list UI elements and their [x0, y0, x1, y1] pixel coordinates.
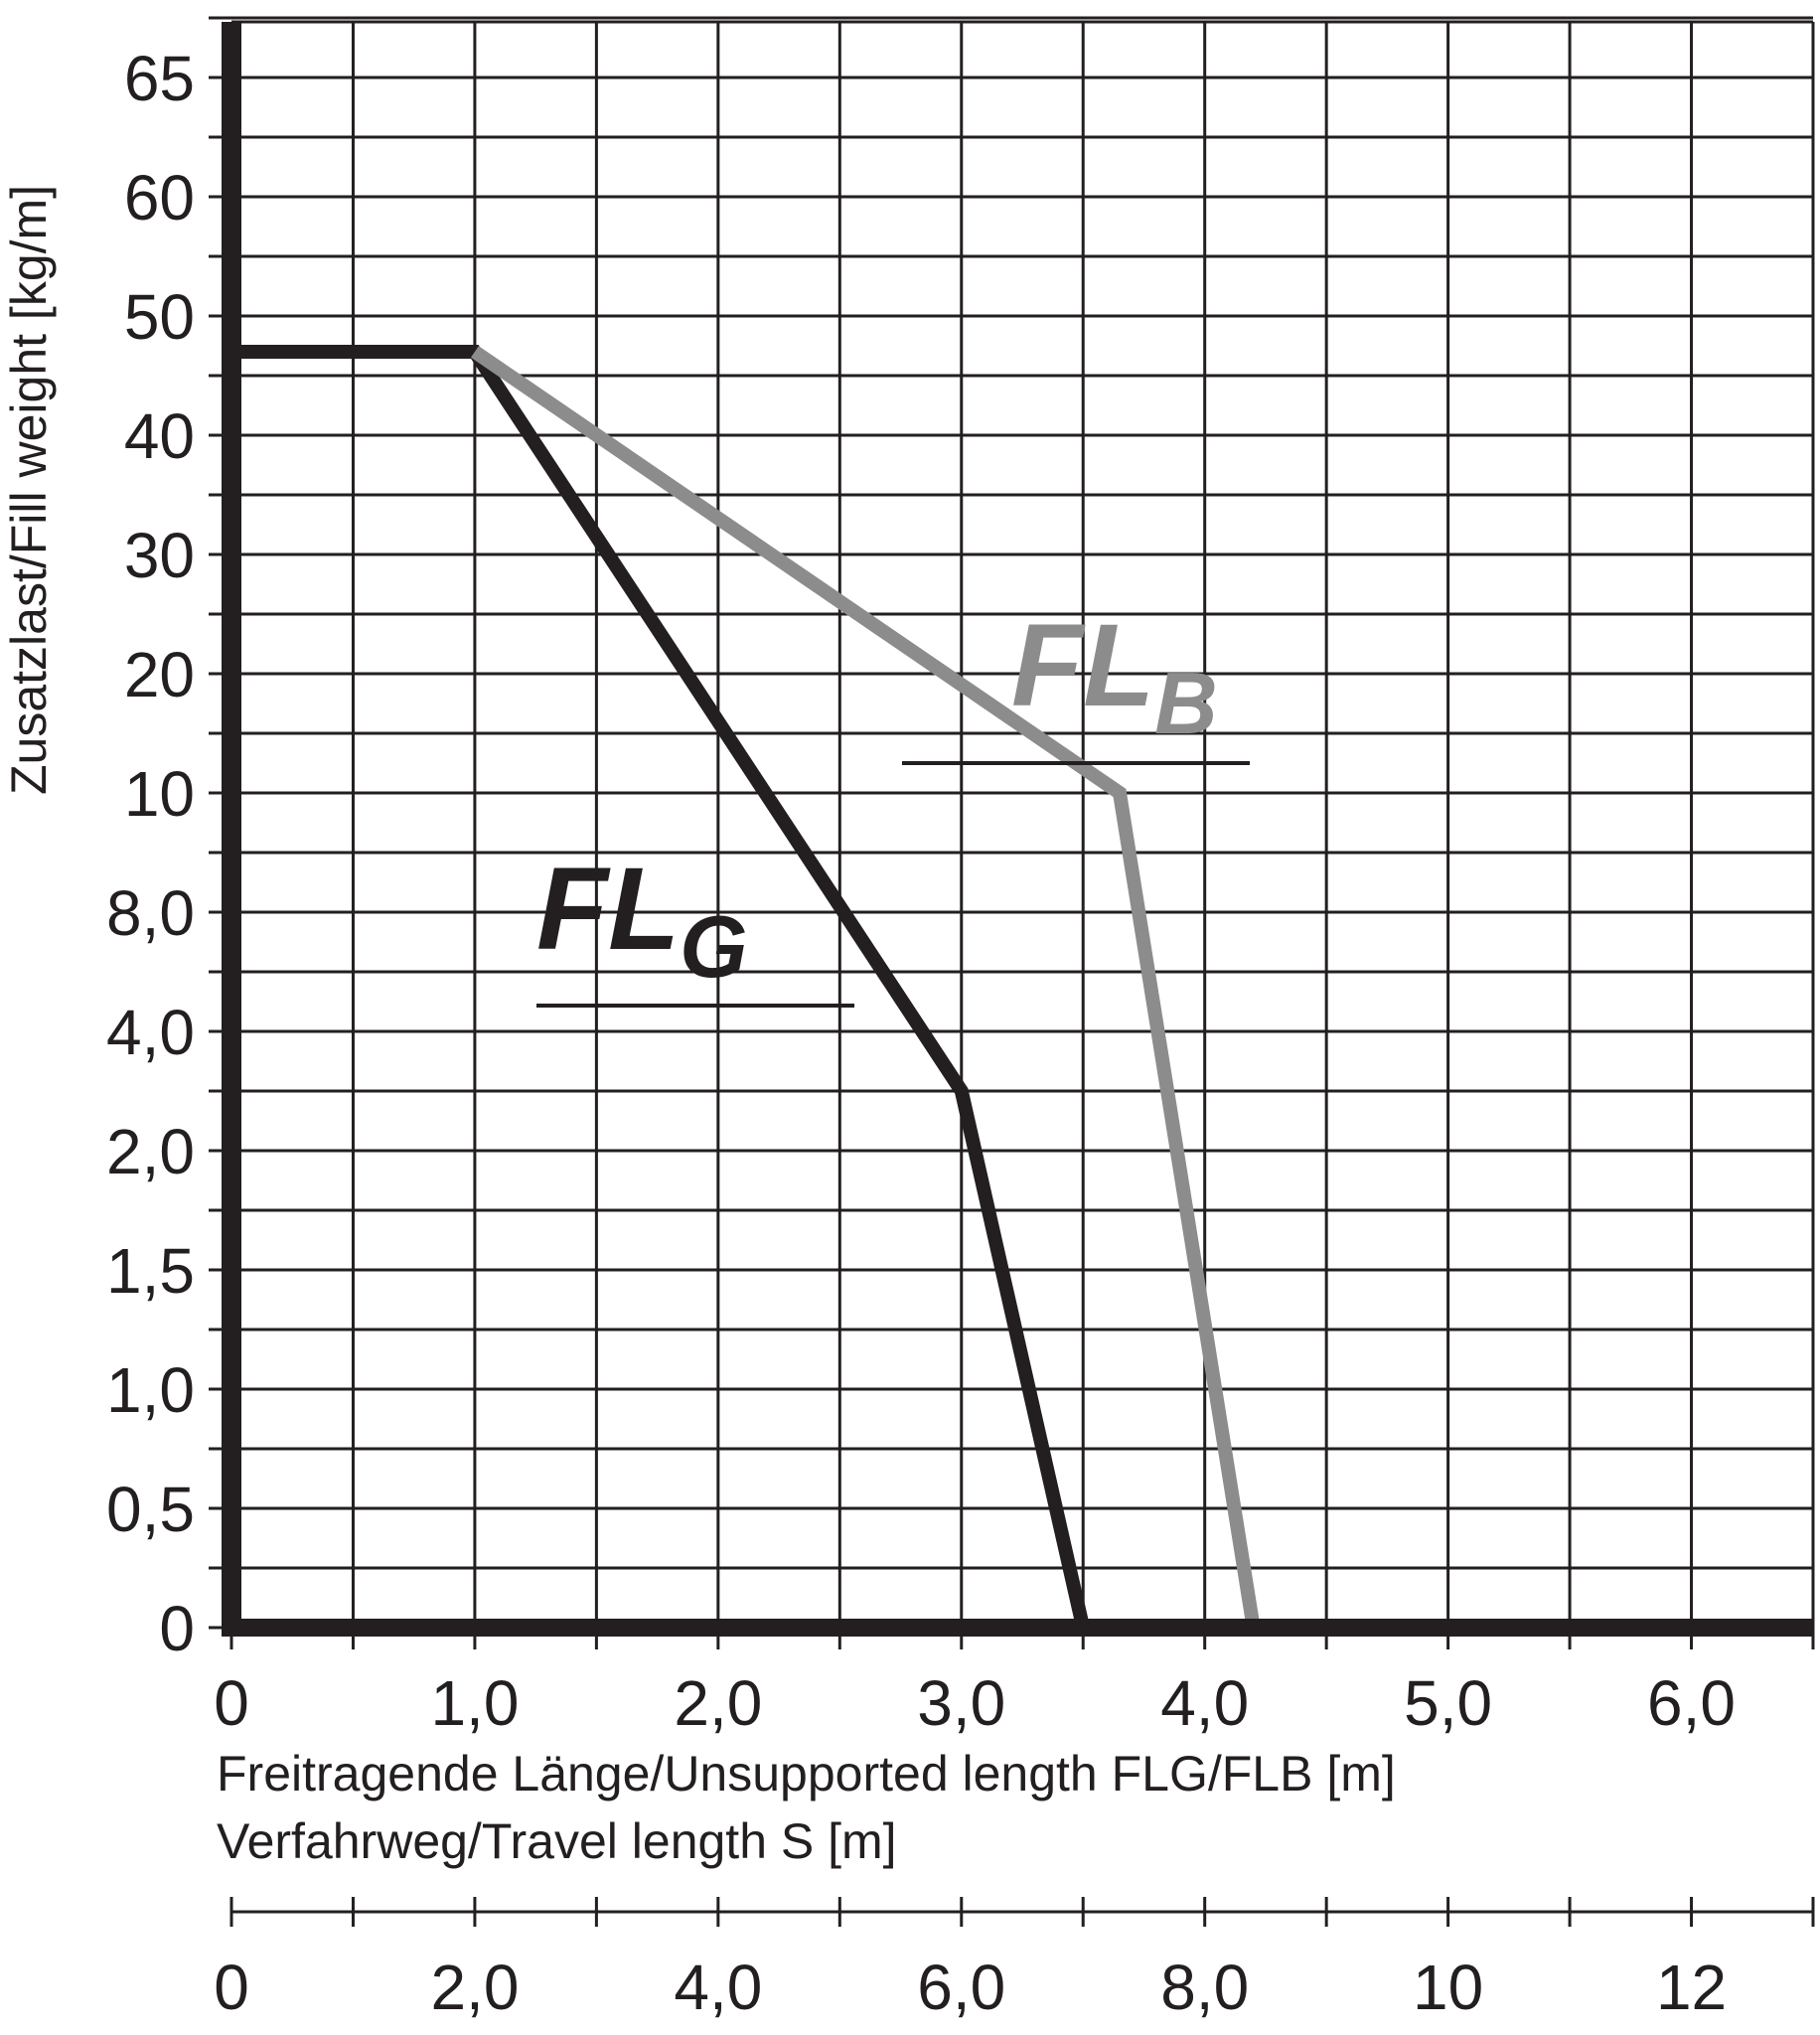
x2-axis-title: Verfahrweg/Travel length S [m] — [217, 1813, 897, 1869]
x-axis-ticks: 0 1,0 2,0 3,0 4,0 5,0 6,0 — [214, 1628, 1815, 1739]
labels: Zusatzlast/Fill weight [kg/m] Freitragen… — [1, 185, 1396, 1869]
series-label-flg: FLG — [536, 844, 748, 996]
x-axis-title: Freitragende Länge/Unsupported length FL… — [217, 1746, 1396, 1801]
y-tick-label: 60 — [124, 162, 195, 234]
axes — [222, 22, 1813, 1637]
y-axis-ticks: 00,51,01,52,04,08,0102030405060657585 — [106, 16, 231, 1664]
y-tick-label: 8,0 — [106, 877, 195, 949]
x2-tick-label: 8,0 — [1160, 1952, 1249, 2023]
y-tick-label: 0,5 — [106, 1474, 195, 1545]
x2-tick-label: 4,0 — [674, 1952, 762, 2023]
series-label-sub: G — [680, 897, 747, 996]
series-label-flb: FLB — [1011, 600, 1218, 752]
series-line-flb — [470, 346, 1261, 1630]
x-tick-label: 4,0 — [1160, 1667, 1249, 1739]
x-tick-label: 0 — [214, 1667, 249, 1739]
x2-tick-label: 0 — [214, 1952, 249, 2023]
y-tick-label: 20 — [124, 639, 195, 710]
y-tick-label: 1,0 — [106, 1354, 195, 1426]
y-axis-title: Zusatzlast/Fill weight [kg/m] — [1, 185, 57, 795]
travel-length-axis: 0 2,0 4,0 6,0 8,0 10 12 — [214, 1897, 1815, 2023]
series-label-main: FL — [536, 844, 680, 975]
series-line-flg — [231, 345, 1091, 1630]
y-tick-label: 65 — [124, 43, 195, 114]
y-tick-label: 40 — [124, 400, 195, 472]
y-tick-label: 30 — [124, 520, 195, 591]
y-tick-label: 50 — [124, 281, 195, 353]
series-label-main: FL — [1011, 600, 1154, 731]
y-tick-label: 0 — [159, 1593, 195, 1664]
grid — [229, 16, 1815, 1630]
y-tick-label: 10 — [124, 758, 195, 830]
x2-tick-label: 2,0 — [430, 1952, 519, 2023]
x-tick-label: 2,0 — [674, 1667, 762, 1739]
x-tick-label: 6,0 — [1647, 1667, 1736, 1739]
series-lines — [231, 345, 1261, 1630]
series-label-sub: B — [1154, 654, 1218, 752]
x-tick-label: 3,0 — [917, 1667, 1005, 1739]
y-tick-label: 1,5 — [106, 1235, 195, 1307]
x2-tick-label: 10 — [1413, 1952, 1483, 2023]
x2-tick-label: 12 — [1656, 1952, 1727, 2023]
x2-tick-label: 6,0 — [917, 1952, 1005, 2023]
x-tick-label: 5,0 — [1404, 1667, 1492, 1739]
x-tick-label: 1,0 — [430, 1667, 519, 1739]
y-tick-label: 4,0 — [106, 997, 195, 1068]
y-tick-label: 2,0 — [106, 1116, 195, 1187]
